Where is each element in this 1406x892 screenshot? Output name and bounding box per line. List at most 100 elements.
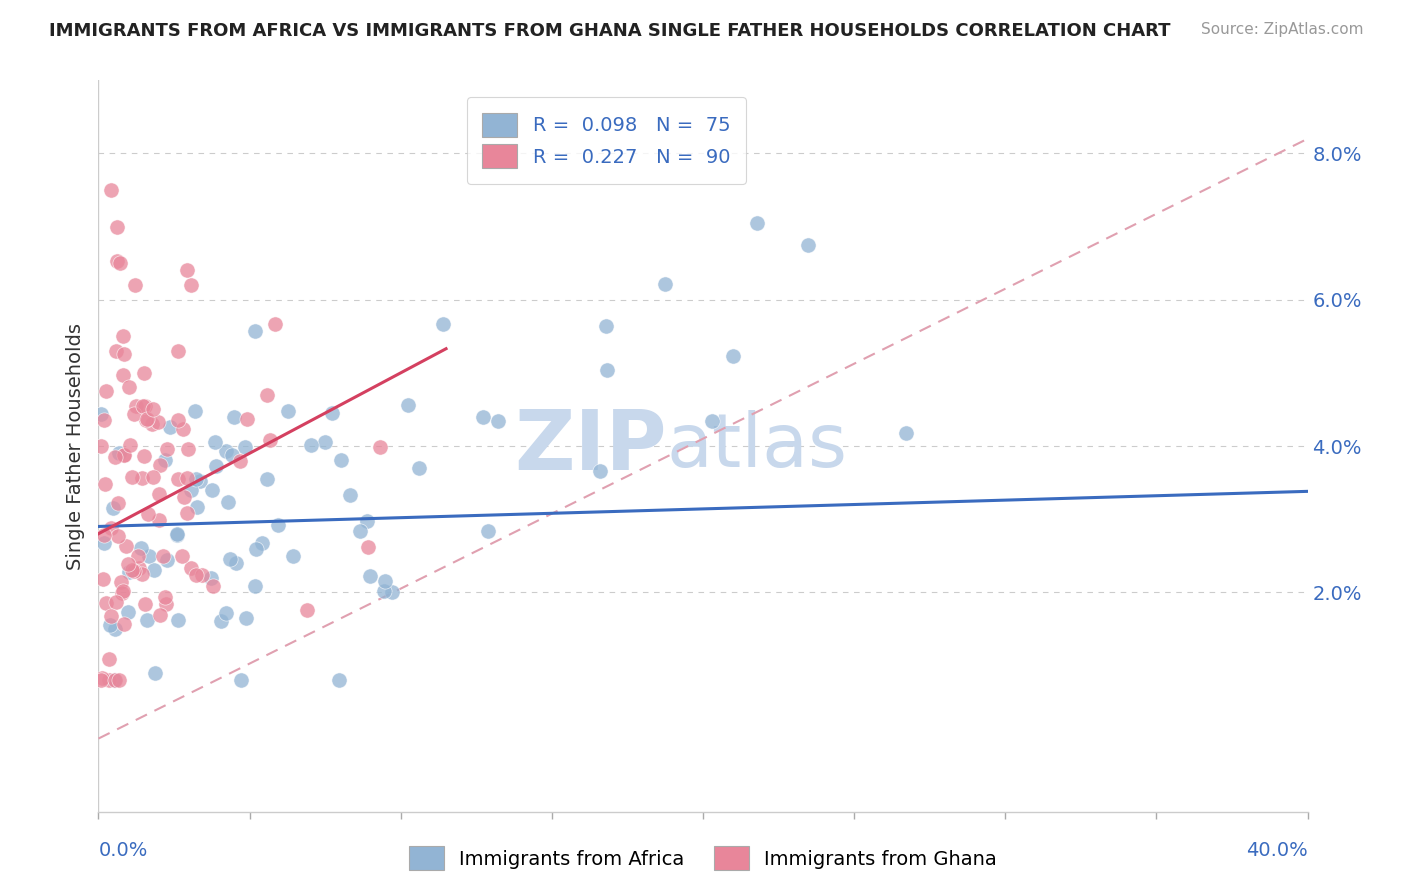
Point (277, 404, 299, 418)
Point (108, 446, 131, 460)
Point (112, 448, 135, 462)
Point (112, 617, 135, 632)
Point (93, 412, 115, 426)
Point (94, 476, 117, 491)
Point (118, 437, 141, 451)
Point (368, 440, 391, 454)
Legend: Immigrants from Africa, Immigrants from Ghana: Immigrants from Africa, Immigrants from … (401, 838, 1005, 878)
Point (153, 591, 176, 605)
Point (131, 566, 153, 581)
Point (149, 458, 172, 472)
Text: 40.0%: 40.0% (1246, 841, 1308, 860)
Point (159, 419, 181, 434)
Point (180, 561, 202, 575)
Point (228, 453, 250, 467)
Point (188, 474, 211, 488)
Point (104, 344, 127, 359)
Point (153, 453, 176, 467)
Point (107, 496, 129, 510)
Point (259, 434, 281, 448)
Point (135, 613, 157, 627)
Point (98, 617, 121, 632)
Point (191, 568, 214, 582)
Point (267, 518, 290, 533)
Point (110, 574, 132, 589)
Point (96, 384, 118, 399)
Point (166, 472, 188, 486)
Point (104, 673, 127, 687)
Point (231, 673, 253, 687)
Point (97, 673, 120, 687)
Point (146, 416, 169, 430)
Point (105, 254, 128, 268)
Legend: R =  0.098   N =  75, R =  0.227   N =  90: R = 0.098 N = 75, R = 0.227 N = 90 (467, 97, 747, 184)
Point (100, 609, 122, 624)
Point (103, 673, 125, 687)
Point (111, 586, 134, 600)
Point (166, 528, 188, 542)
Point (186, 500, 208, 514)
Point (200, 570, 222, 584)
Point (172, 421, 194, 435)
Point (295, 603, 318, 617)
Point (256, 472, 278, 486)
Point (128, 561, 150, 575)
Y-axis label: Single Father Households: Single Father Households (66, 323, 84, 569)
Point (167, 613, 190, 627)
Point (184, 404, 207, 418)
Point (142, 402, 165, 417)
Point (112, 347, 135, 361)
Point (105, 219, 128, 234)
Point (101, 501, 124, 516)
Point (100, 521, 122, 535)
Point (141, 417, 163, 432)
Text: IMMIGRANTS FROM AFRICA VS IMMIGRANTS FROM GHANA SINGLE FATHER HOUSEHOLDS CORRELA: IMMIGRANTS FROM AFRICA VS IMMIGRANTS FRO… (49, 22, 1171, 40)
Point (180, 483, 202, 497)
Point (374, 574, 396, 589)
Point (217, 495, 239, 509)
Point (149, 607, 172, 622)
Point (321, 406, 343, 420)
Point (134, 597, 156, 611)
Point (176, 471, 198, 485)
Point (596, 363, 619, 377)
Point (155, 597, 177, 611)
Point (184, 567, 207, 582)
Point (148, 487, 170, 501)
Point (124, 278, 146, 293)
Point (745, 216, 768, 230)
Point (132, 366, 155, 380)
Point (93, 536, 115, 550)
Point (115, 539, 138, 553)
Point (121, 563, 143, 577)
Point (121, 470, 143, 484)
Point (114, 448, 136, 462)
Point (135, 413, 157, 427)
Point (221, 448, 243, 462)
Point (314, 435, 336, 450)
Point (118, 565, 141, 579)
Point (138, 549, 160, 563)
Point (117, 557, 139, 571)
Point (201, 579, 224, 593)
Point (721, 349, 744, 363)
Point (112, 584, 135, 599)
Point (173, 490, 195, 504)
Point (118, 380, 141, 394)
Point (205, 458, 228, 473)
Point (138, 507, 160, 521)
Point (396, 398, 419, 412)
Point (127, 549, 149, 564)
Point (408, 461, 430, 475)
Point (152, 549, 174, 564)
Point (250, 536, 273, 550)
Point (124, 564, 146, 578)
Point (215, 443, 238, 458)
Point (263, 317, 285, 331)
Point (107, 529, 129, 543)
Point (91, 572, 114, 586)
Point (136, 412, 159, 426)
Point (233, 440, 256, 454)
Point (894, 426, 917, 441)
Point (176, 506, 198, 520)
